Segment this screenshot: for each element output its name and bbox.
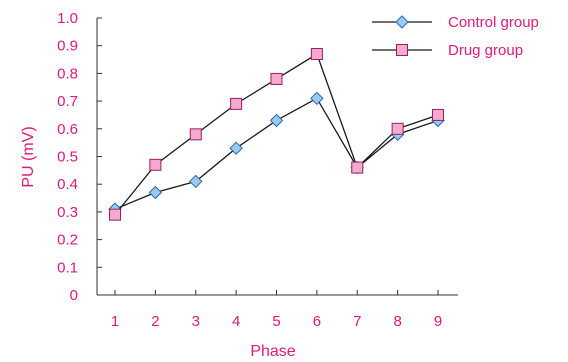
x-tick-label: 1 (111, 313, 119, 330)
x-tick-label: 6 (313, 313, 321, 330)
legend: Control group Drug group (372, 14, 539, 59)
data-point (432, 108, 444, 121)
y-tick-label: 0.4 (57, 176, 78, 193)
data-point (351, 161, 364, 174)
x-ticks: 1 2 3 4 5 6 7 8 9 (111, 290, 442, 330)
series-layer (108, 48, 445, 221)
x-tick-label: 3 (192, 313, 200, 330)
data-point (230, 97, 243, 110)
data-point (229, 141, 243, 155)
legend-label: Drug group (448, 42, 523, 59)
data-point (109, 208, 121, 221)
series-control-group (108, 91, 445, 216)
y-axis-title: PU (mV) (20, 126, 37, 187)
data-point (270, 72, 283, 85)
y-tick-label: 0 (70, 287, 78, 304)
y-tick-label: 0.5 (57, 149, 78, 166)
legend-label: Control group (448, 14, 539, 31)
x-tick-label: 9 (434, 313, 442, 330)
data-point (269, 113, 284, 128)
legend-item: Drug group (372, 42, 523, 59)
y-tick-label: 0.7 (57, 93, 78, 110)
y-tick-label: 0.2 (57, 232, 78, 249)
x-axis-title: Phase (250, 343, 295, 360)
legend-marker (396, 44, 408, 56)
data-point (149, 158, 162, 171)
y-tick-label: 0.3 (57, 204, 78, 221)
data-point (310, 91, 324, 106)
x-tick-label: 2 (151, 313, 159, 330)
y-ticks: 0 0.1 0.2 0.3 0.4 0.5 0.6 0.7 0.8 0.9 1.0 (57, 10, 102, 304)
series-drug-group (109, 48, 444, 221)
legend-item: Control group (372, 14, 539, 31)
data-point (189, 128, 202, 141)
y-tick-label: 0.1 (57, 259, 78, 276)
data-point (310, 48, 323, 61)
data-point (391, 122, 404, 135)
x-tick-label: 5 (272, 313, 280, 330)
legend-marker (395, 15, 409, 29)
y-tick-label: 0.9 (57, 38, 78, 55)
y-tick-label: 1.0 (57, 10, 78, 27)
y-tick-label: 0.8 (57, 65, 78, 82)
x-tick-label: 8 (393, 313, 401, 330)
data-point (189, 174, 203, 189)
y-tick-label: 0.6 (57, 121, 78, 138)
x-tick-label: 7 (353, 313, 361, 330)
axes (96, 18, 458, 296)
x-tick-label: 4 (232, 313, 240, 330)
data-point (148, 185, 163, 200)
